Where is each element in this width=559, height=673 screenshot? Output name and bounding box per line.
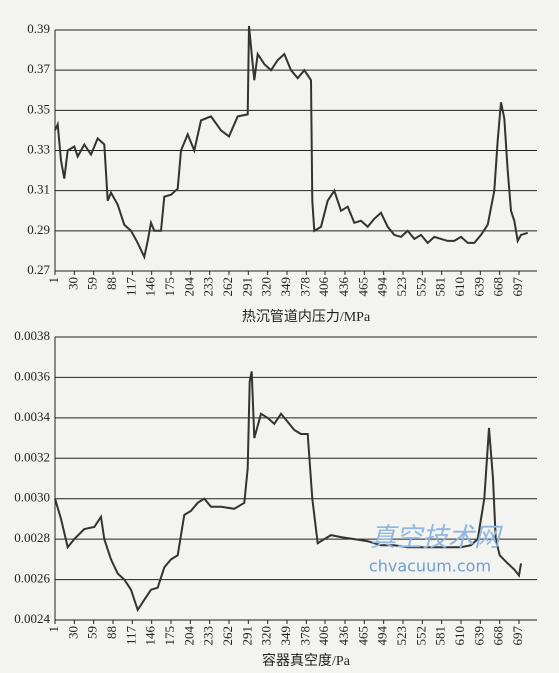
y-tick-label: 0.29	[27, 222, 50, 237]
x-tick-label: 59	[85, 277, 100, 290]
x-tick-label: 697	[510, 626, 525, 646]
x-tick-label: 262	[220, 626, 235, 646]
x-tick-label: 406	[316, 277, 331, 297]
x-tick-label: 581	[433, 277, 448, 297]
y-tick-label: 0.0026	[14, 571, 50, 586]
x-axis-label: 容器真空度/Pa	[262, 652, 351, 669]
y-tick-label: 0.39	[27, 21, 50, 36]
y-tick-label: 0.0034	[14, 409, 50, 424]
x-tick-label: 175	[162, 277, 177, 297]
x-tick-label: 436	[336, 277, 351, 297]
y-tick-label: 0.0024	[14, 611, 50, 626]
x-tick-label: 639	[471, 277, 486, 297]
x-tick-label: 552	[413, 277, 428, 297]
x-tick-label: 697	[510, 277, 525, 297]
x-tick-label: 668	[491, 626, 506, 646]
x-tick-label: 523	[394, 626, 409, 646]
x-tick-label: 494	[375, 277, 390, 297]
x-tick-label: 1	[46, 277, 61, 284]
y-tick-label: 0.0036	[14, 368, 50, 383]
x-tick-label: 552	[413, 626, 428, 646]
x-tick-label: 146	[143, 277, 158, 297]
x-tick-label: 117	[123, 277, 138, 297]
x-tick-label: 610	[452, 277, 467, 297]
watermark: chvacuum.com	[369, 557, 491, 576]
x-tick-label: 204	[181, 626, 196, 646]
x-tick-label: 320	[259, 277, 274, 297]
x-tick-label: 233	[201, 277, 216, 297]
x-tick-label: 175	[162, 626, 177, 646]
x-tick-label: 88	[104, 626, 119, 639]
x-tick-label: 465	[355, 626, 370, 646]
x-tick-label: 349	[278, 626, 293, 646]
x-tick-label: 320	[259, 626, 274, 646]
data-line	[54, 371, 522, 613]
x-tick-label: 262	[220, 277, 235, 297]
x-tick-label: 494	[375, 626, 390, 646]
data-line	[54, 25, 528, 261]
x-tick-label: 117	[123, 626, 138, 646]
x-tick-label: 204	[181, 277, 196, 297]
x-tick-label: 406	[316, 626, 331, 646]
y-tick-label: 0.0030	[14, 490, 50, 505]
x-tick-label: 668	[491, 277, 506, 297]
y-tick-label: 0.27	[27, 262, 50, 277]
y-tick-label: 0.31	[27, 182, 50, 197]
x-tick-label: 30	[65, 277, 80, 290]
x-tick-label: 146	[143, 626, 158, 646]
x-tick-label: 378	[297, 277, 312, 297]
x-axis-label: 热沉管道内压力/MPa	[242, 309, 371, 325]
y-tick-label: 0.0028	[14, 530, 50, 545]
x-tick-label: 30	[65, 626, 80, 639]
x-tick-label: 88	[104, 277, 119, 290]
x-tick-label: 1	[46, 626, 61, 633]
x-tick-label: 291	[239, 277, 254, 297]
x-tick-label: 639	[471, 626, 486, 646]
x-tick-label: 465	[355, 277, 370, 297]
y-tick-label: 0.0032	[14, 449, 50, 464]
x-tick-label: 291	[239, 626, 254, 646]
watermark: 真空技术网	[370, 523, 503, 552]
x-tick-label: 523	[394, 277, 409, 297]
y-tick-label: 0.0038	[14, 328, 50, 343]
x-tick-label: 233	[201, 626, 216, 646]
x-tick-label: 349	[278, 277, 293, 297]
x-tick-label: 436	[336, 626, 351, 646]
y-tick-label: 0.37	[27, 61, 50, 76]
x-tick-label: 610	[452, 626, 467, 646]
y-tick-label: 0.35	[27, 101, 50, 116]
x-tick-label: 59	[85, 626, 100, 639]
x-tick-label: 378	[297, 626, 312, 646]
x-tick-label: 581	[433, 626, 448, 646]
y-tick-label: 0.33	[27, 141, 50, 156]
